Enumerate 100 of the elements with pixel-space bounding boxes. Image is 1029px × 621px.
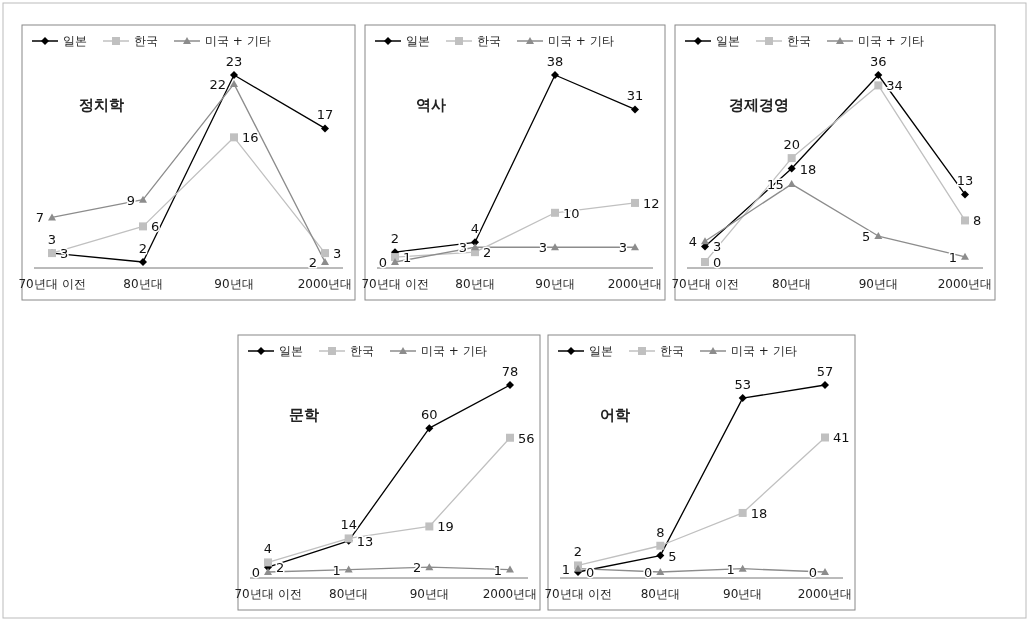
point: [656, 551, 665, 560]
data-label: 2: [413, 560, 422, 576]
legend-label: 미국 + 기타: [548, 34, 614, 48]
data-label: 13: [956, 173, 974, 189]
data-label: 9: [126, 192, 135, 208]
x-tick-label: 2000년대: [482, 587, 538, 601]
point: [391, 253, 399, 262]
data-label: 36: [870, 54, 887, 69]
data-label: 1: [726, 561, 735, 577]
point: [230, 79, 238, 87]
point: [425, 563, 434, 571]
data-label: 0: [251, 565, 260, 580]
data-label: 2: [483, 245, 492, 261]
legend-label: 한국: [787, 34, 811, 48]
point: [631, 105, 639, 114]
point: [551, 71, 559, 79]
point: [471, 243, 479, 251]
data-label: 4: [688, 234, 697, 250]
point: [230, 71, 238, 79]
x-tick-label: 70년대 이전: [671, 277, 739, 291]
text: 정치학: [78, 96, 124, 114]
data-label: 2: [573, 544, 583, 560]
legend-label: 일본: [63, 34, 87, 48]
data-label: 4: [470, 221, 480, 237]
x-tick-label: 80년대: [640, 587, 680, 601]
point: [321, 124, 329, 133]
point: [874, 71, 883, 79]
data-label: 13: [356, 533, 374, 549]
x-tick-label: 2000년대: [297, 277, 353, 291]
data-label: 10: [563, 205, 580, 221]
point: [961, 216, 969, 225]
data-label: 18: [750, 505, 768, 521]
data-label: 12: [643, 195, 660, 211]
legend-label: 한국: [350, 344, 374, 358]
data-label: 60: [421, 407, 438, 423]
x-tick-label: 80년대: [772, 277, 812, 291]
point: [344, 565, 353, 573]
point: [821, 568, 829, 575]
x-tick-label: 90년대: [214, 277, 254, 291]
data-label: 78: [501, 364, 519, 379]
legend-label: 일본: [716, 34, 740, 48]
point: [787, 164, 796, 173]
point: [961, 190, 969, 199]
point: [506, 565, 514, 573]
legend-label: 한국: [477, 34, 501, 48]
point: [391, 258, 399, 265]
data-label: 8: [656, 524, 665, 540]
data-label: 17: [316, 107, 334, 123]
x-tick-label: 70년대 이전: [361, 277, 429, 291]
legend-label: 미국 + 기타: [858, 34, 924, 48]
point: [701, 258, 709, 266]
legend-label: 미국 + 기타: [205, 34, 271, 48]
data-label: 0: [378, 255, 387, 270]
x-tick-label: 90년대: [858, 277, 898, 291]
legend-label: 미국 + 기타: [731, 344, 797, 358]
data-label: 14: [340, 517, 357, 533]
data-label: 7: [35, 210, 44, 226]
legend-label: 일본: [589, 344, 613, 358]
legend-label: 일본: [406, 34, 430, 48]
data-label: 31: [626, 88, 644, 104]
data-label: 3: [538, 240, 547, 256]
data-label: 2: [276, 560, 285, 576]
x-tick-label: 80년대: [455, 277, 495, 291]
point: [738, 508, 747, 517]
point: [230, 133, 238, 142]
point: [139, 195, 147, 203]
point: [656, 568, 665, 575]
point: [506, 433, 514, 442]
data-label: 34: [886, 78, 903, 94]
data-label: 23: [225, 54, 243, 69]
point: [738, 564, 747, 572]
point: [961, 252, 969, 260]
point: [631, 243, 639, 251]
data-label: 3: [333, 246, 342, 262]
legend-label: 한국: [660, 344, 684, 358]
point: [821, 433, 829, 442]
x-tick-label: 90년대: [409, 587, 449, 601]
data-label: 5: [668, 548, 677, 564]
point: [701, 237, 709, 245]
data-label: 18: [799, 161, 817, 177]
point: [321, 249, 329, 258]
data-label: 16: [242, 130, 259, 146]
data-label: 22: [209, 76, 226, 92]
data-label: 19: [437, 519, 454, 535]
point: [821, 381, 829, 389]
point: [551, 243, 559, 251]
point: [874, 81, 883, 90]
x-tick-label: 70년대 이전: [234, 587, 302, 601]
legend-label: 미국 + 기타: [421, 344, 487, 358]
x-tick-label: 2000년대: [937, 277, 993, 291]
data-label: 2: [138, 241, 148, 256]
text: 어학: [600, 406, 631, 424]
data-label: 56: [518, 430, 535, 446]
legend-label: 한국: [134, 34, 158, 48]
x-tick-label: 80년대: [123, 277, 163, 291]
point: [656, 541, 665, 550]
data-label: 3: [713, 239, 722, 255]
x-tick-label: 2000년대: [797, 587, 853, 601]
point: [264, 558, 272, 567]
x-tick-label: 90년대: [723, 587, 763, 601]
